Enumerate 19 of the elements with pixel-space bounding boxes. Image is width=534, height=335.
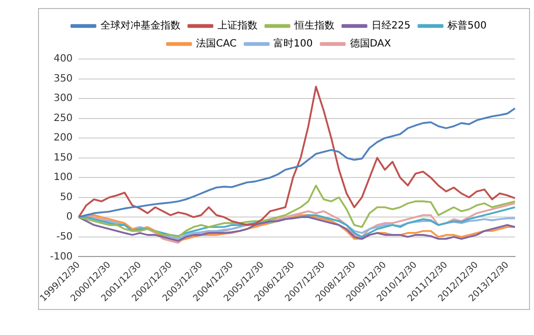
y-tick-label: 350	[54, 73, 73, 84]
legend-label: 法国CAC	[196, 38, 237, 50]
y-tick-label: 100	[54, 172, 73, 184]
legend-label: 日经225	[371, 20, 411, 32]
y-tick-label: 300	[54, 93, 73, 104]
y-tick-label: 0	[66, 212, 73, 223]
legend-label: 全球对冲基金指数	[100, 20, 180, 32]
y-tick-label: 250	[54, 112, 73, 124]
y-tick-label: -50	[56, 232, 73, 243]
y-tick-label: 150	[54, 152, 73, 164]
legend-label: 上证指数	[217, 20, 258, 32]
legend-label: 标普500	[446, 20, 487, 32]
y-tick-label: 50	[60, 192, 73, 203]
legend-label: 恒生指数	[293, 20, 334, 32]
legend-label: 德国DAX	[350, 38, 392, 50]
y-tick-label: 200	[54, 132, 73, 144]
y-tick-label: -100	[50, 251, 73, 262]
legend-label: 富时100	[274, 38, 313, 50]
y-tick-label: 400	[54, 54, 73, 65]
